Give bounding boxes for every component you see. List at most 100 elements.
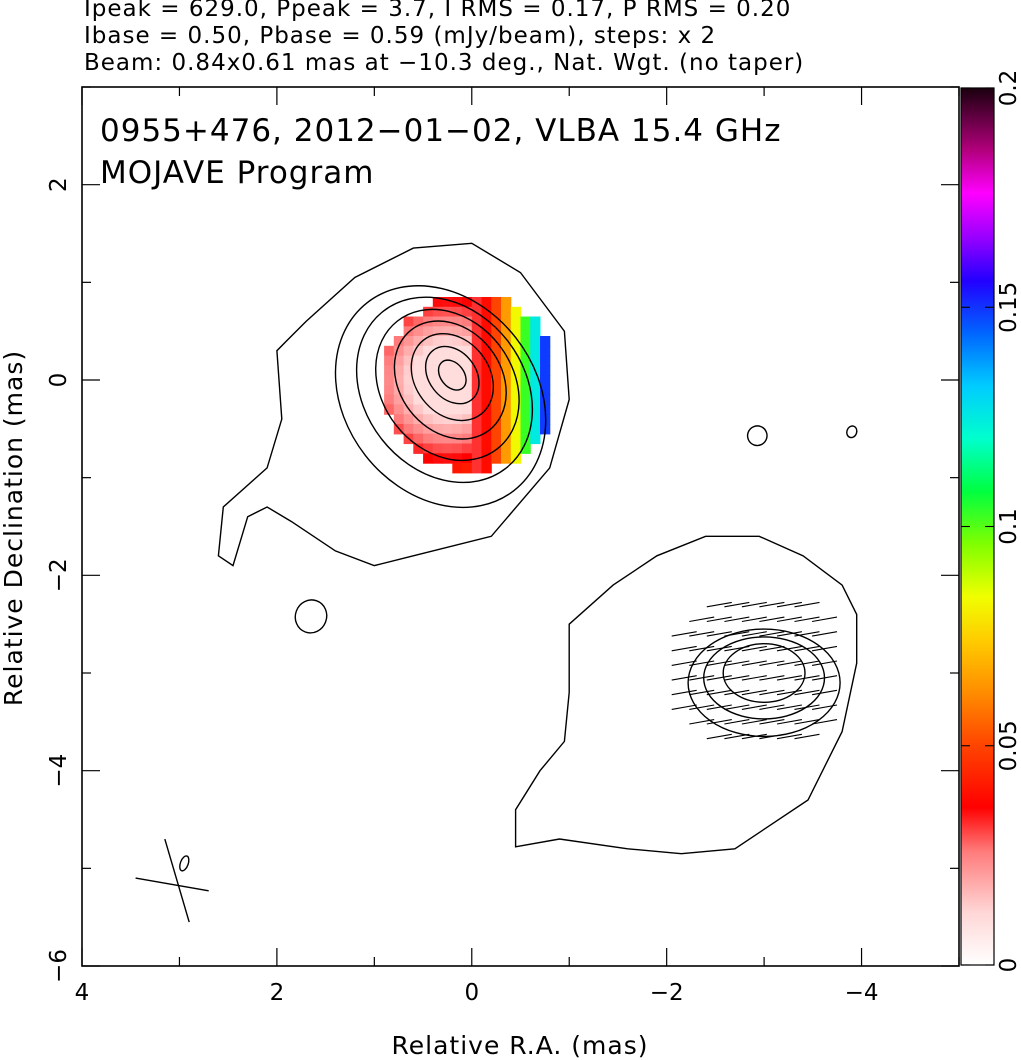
pol-pixel [520,365,531,376]
evpa-vector [724,689,750,696]
evpa-vector [724,719,750,725]
pol-pixel [481,365,492,376]
pol-pixel [442,375,453,386]
pol-pixel [423,355,434,366]
pol-pixel [462,404,473,415]
core-contour [355,296,534,484]
pol-pixel [403,316,414,327]
pol-pixel [462,453,473,464]
pol-pixel [423,424,434,435]
evpa-vector [759,704,785,710]
pol-pixel [423,443,434,454]
pol-pixel [501,375,512,386]
pol-pixel [481,453,492,464]
pol-pixel [432,384,444,396]
pol-pixel [471,384,483,396]
pol-pixel [520,424,531,435]
pol-pixel [520,355,531,366]
pol-pixel [501,345,512,357]
evpa-vector [776,631,802,637]
colorbar-tick-label: 0.1 [996,508,1021,545]
pol-pixel [510,394,522,405]
pol-pixel [501,414,512,425]
pol-pixel [413,443,424,454]
evpa-vector [794,704,820,710]
pol-pixel [452,306,463,318]
pol-pixel [393,404,405,415]
pol-pixel [452,316,463,327]
pol-pixel [501,433,512,445]
pol-pixel [452,297,463,308]
evpa-vector [741,660,767,666]
evpa-vector [689,616,715,623]
evpa-vector [689,660,715,666]
pol-pixel [462,384,473,396]
pol-pixel [471,306,483,318]
pol-pixel [471,404,483,415]
pol-pixel [530,355,541,366]
evpa-vector [759,616,785,623]
pol-pixel [501,365,512,376]
pol-pixel [540,336,551,347]
pol-pixel [530,384,541,396]
pol-pixel [510,326,522,337]
pol-pixel [462,326,473,337]
pol-pixel [471,297,483,308]
pol-pixel [452,365,463,376]
evpa-vector [759,675,785,681]
pol-pixel [501,443,512,454]
x-tick-label: 2 [270,980,285,1006]
pol-pixel [413,384,424,396]
beam-marker [135,838,209,923]
y-axis-label: Relative Declination (mas) [0,350,28,706]
pol-pixel [452,375,463,386]
plot-frame [81,86,960,967]
contour-island [746,425,768,447]
pol-pixel [462,306,473,318]
pol-pixel [413,394,424,405]
evpa-vector [724,601,750,608]
pol-pixel [530,345,541,357]
pol-pixel [510,384,522,396]
pol-pixel [413,316,424,327]
evpa-vector [776,601,802,608]
contour-island [294,599,328,634]
header-line-2: Ibase = 0.50, Pbase = 0.59 (mJy/beam), s… [84,23,717,49]
axis-ticks [81,86,960,967]
pol-pixel [530,336,541,347]
core-contour [393,320,507,440]
evpa-vector [759,689,785,696]
pol-pixel [432,433,444,445]
pol-pixel [491,345,502,357]
pol-pixel [481,384,492,396]
evpa-vector [706,631,732,637]
pol-pixel [442,414,453,425]
evpa-vector [706,616,732,623]
jet-outer-contour [514,535,858,855]
pol-pixel [452,394,463,405]
pol-pixel [413,433,424,445]
x-tick-label: −4 [845,980,879,1006]
pol-pixel [452,414,463,425]
evpa-vector [706,675,732,681]
contour-island [179,855,190,872]
x-tick-label: 0 [464,980,479,1006]
pol-pixel [413,404,424,415]
evpa-vector [812,660,838,666]
evpa-vector [689,631,715,637]
evpa-vector [689,704,715,710]
evpa-vectors [671,601,838,740]
pol-pixel [491,355,502,366]
evpa-vector [741,631,767,637]
evpa-vector [759,645,785,652]
pol-pixel [481,316,492,327]
pol-pixel [384,375,395,386]
evpa-vector [689,675,715,681]
pol-pixel [481,443,492,454]
pol-pixel [442,326,453,337]
pol-pixel [471,414,483,425]
polarization-intensity-map [384,297,551,474]
pol-pixel [442,384,453,396]
evpa-vector [812,704,838,710]
